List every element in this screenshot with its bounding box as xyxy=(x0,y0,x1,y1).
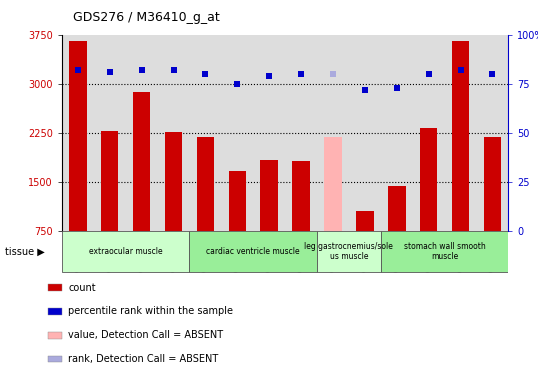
Text: rank, Detection Call = ABSENT: rank, Detection Call = ABSENT xyxy=(68,354,218,364)
Bar xyxy=(133,92,151,231)
Bar xyxy=(189,231,317,272)
Bar xyxy=(196,137,214,231)
Text: count: count xyxy=(68,283,96,293)
Bar xyxy=(69,41,87,231)
Text: percentile rank within the sample: percentile rank within the sample xyxy=(68,306,233,317)
Bar xyxy=(101,131,118,231)
Bar xyxy=(388,186,406,231)
Text: cardiac ventricle muscle: cardiac ventricle muscle xyxy=(207,247,300,256)
Bar xyxy=(62,231,189,272)
Text: GDS276 / M36410_g_at: GDS276 / M36410_g_at xyxy=(73,11,220,24)
Bar xyxy=(356,211,374,231)
Bar xyxy=(324,137,342,231)
Bar xyxy=(452,41,469,231)
Bar xyxy=(317,231,381,272)
Bar xyxy=(381,231,508,272)
Text: tissue ▶: tissue ▶ xyxy=(5,247,45,257)
Text: extraocular muscle: extraocular muscle xyxy=(89,247,162,256)
Bar xyxy=(292,161,310,231)
Text: leg gastrocnemius/sole
us muscle: leg gastrocnemius/sole us muscle xyxy=(305,242,393,261)
Bar xyxy=(229,171,246,231)
Bar xyxy=(420,128,437,231)
Text: value, Detection Call = ABSENT: value, Detection Call = ABSENT xyxy=(68,330,223,340)
Bar xyxy=(165,132,182,231)
Bar xyxy=(260,160,278,231)
Text: stomach wall smooth
muscle: stomach wall smooth muscle xyxy=(404,242,485,261)
Bar xyxy=(484,137,501,231)
